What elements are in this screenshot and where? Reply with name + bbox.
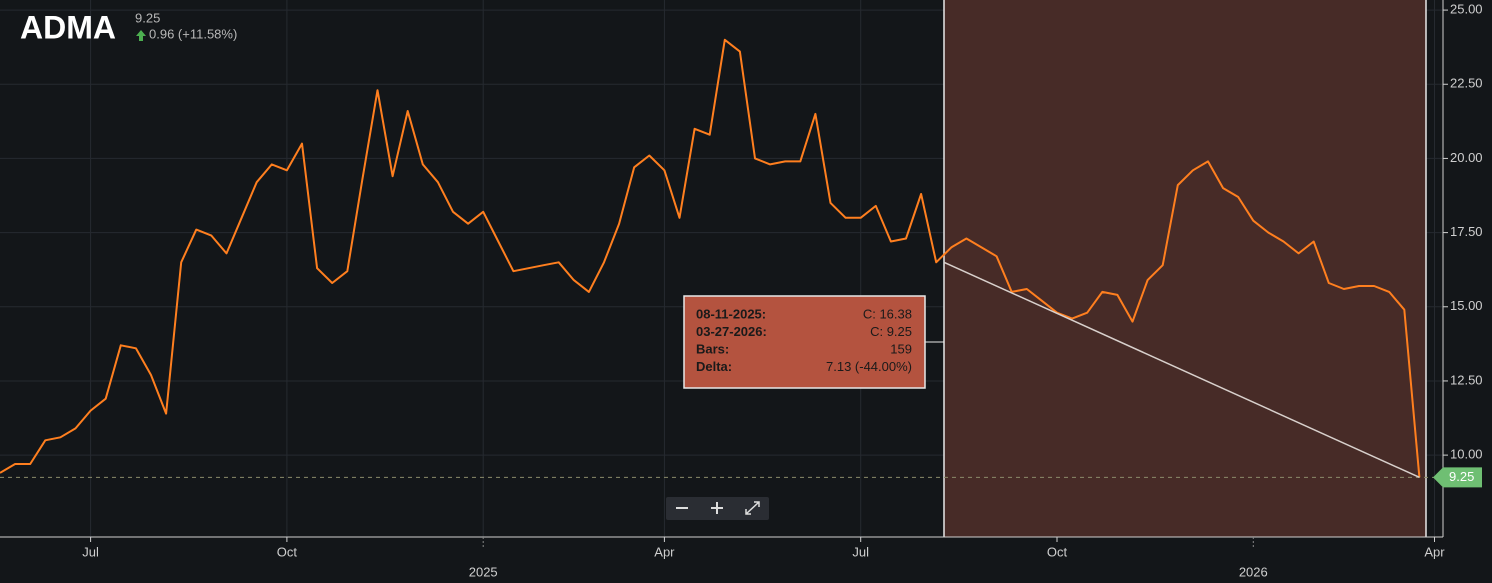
y-tick-label: 20.00 bbox=[1450, 150, 1483, 165]
x-tick-label: Oct bbox=[1047, 544, 1068, 559]
x-tick-label: Oct bbox=[277, 544, 298, 559]
x-tick-label: Apr bbox=[654, 544, 675, 559]
measure-region bbox=[944, 0, 1426, 537]
y-tick-label: 25.00 bbox=[1450, 2, 1483, 17]
tooltip-value: 159 bbox=[890, 341, 912, 356]
tooltip-value: C: 9.25 bbox=[870, 324, 912, 339]
tooltip-key: Delta: bbox=[696, 359, 732, 374]
change: 0.96 (+11.58%) bbox=[149, 26, 237, 41]
reset[interactable] bbox=[745, 501, 760, 515]
y-tick-label: 10.00 bbox=[1450, 447, 1483, 462]
plot bbox=[0, 38, 1443, 479]
y-tick-label: 15.00 bbox=[1450, 298, 1483, 313]
zoom-controls[interactable] bbox=[666, 497, 769, 520]
tooltip bbox=[683, 295, 926, 389]
tooltip-value: 7.13 (-44.00%) bbox=[826, 359, 912, 374]
tooltip-value: C: 16.38 bbox=[863, 306, 912, 321]
x-tick-label: Jul bbox=[852, 544, 869, 559]
tooltip-key: 03-27-2026: bbox=[696, 324, 767, 339]
x-tick-label: 2025 bbox=[469, 564, 498, 579]
measure-line bbox=[943, 261, 1420, 479]
up-arrow bbox=[136, 30, 146, 41]
price-badge-label: 9.25 bbox=[1449, 469, 1474, 484]
price-line bbox=[0, 38, 1421, 478]
y-tick-label: 22.50 bbox=[1450, 76, 1483, 91]
x-tick-label: 2026 bbox=[1239, 564, 1268, 579]
tooltip-key: Bars: bbox=[696, 341, 729, 356]
price-badge bbox=[1433, 467, 1482, 488]
price: 9.25 bbox=[135, 10, 160, 25]
tooltip-key: 08-11-2025: bbox=[696, 306, 766, 321]
y-tick-label: 12.50 bbox=[1450, 372, 1483, 387]
y-tick-label: 17.50 bbox=[1450, 224, 1483, 239]
x-tick-label: Jul bbox=[82, 544, 99, 559]
symbol: ADMA bbox=[20, 9, 116, 45]
x-tick-label: Apr bbox=[1424, 544, 1445, 559]
